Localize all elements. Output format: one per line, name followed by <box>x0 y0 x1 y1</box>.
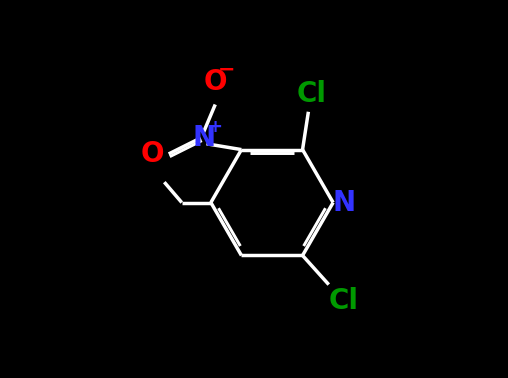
Text: N: N <box>192 124 215 152</box>
Text: Cl: Cl <box>328 287 358 314</box>
Text: O: O <box>141 140 165 168</box>
Text: −: − <box>218 60 236 79</box>
Text: Cl: Cl <box>296 80 326 108</box>
Text: O: O <box>204 68 227 96</box>
Text: N: N <box>333 189 356 217</box>
Text: +: + <box>207 118 222 136</box>
